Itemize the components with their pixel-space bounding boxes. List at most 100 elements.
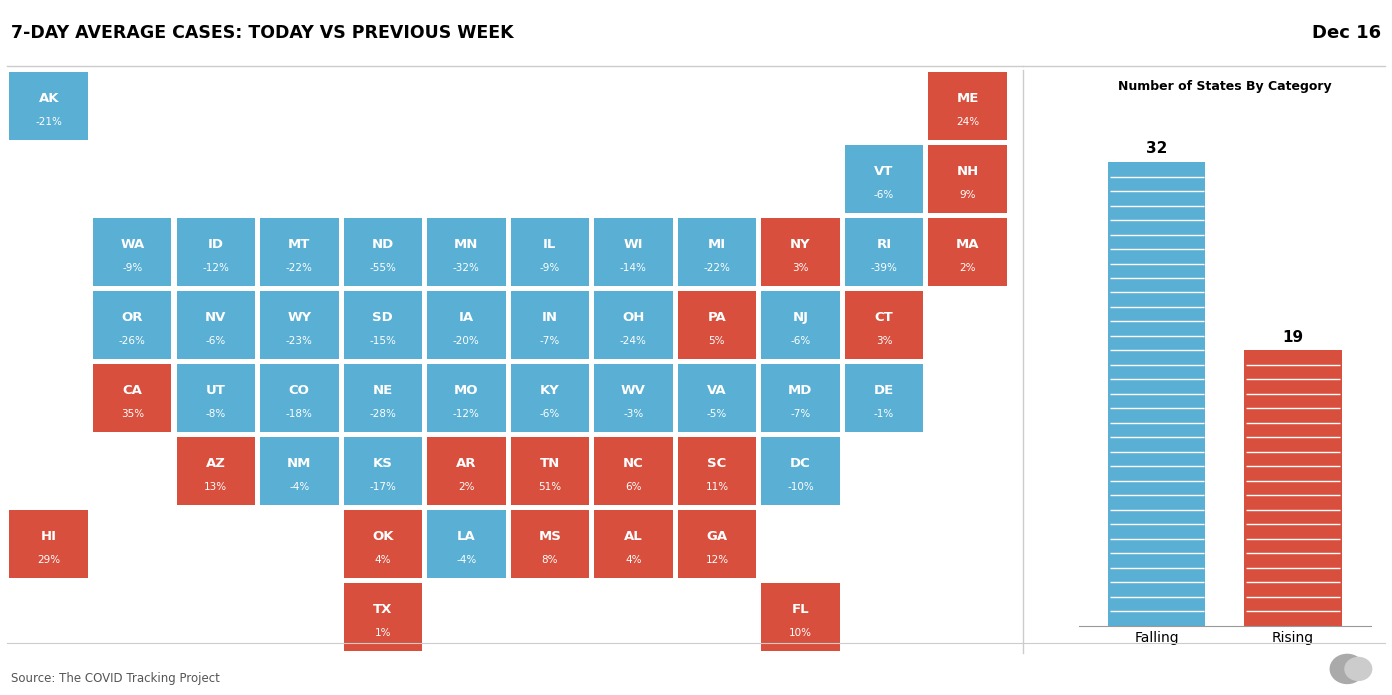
Text: -5%: -5%	[707, 409, 727, 419]
Text: 29%: 29%	[38, 555, 60, 565]
Text: MI: MI	[707, 238, 727, 251]
Text: MT: MT	[288, 238, 310, 251]
FancyBboxPatch shape	[177, 218, 255, 286]
Text: OR: OR	[121, 311, 143, 324]
FancyBboxPatch shape	[845, 291, 923, 359]
FancyBboxPatch shape	[928, 145, 1006, 213]
FancyBboxPatch shape	[344, 436, 422, 505]
Text: LA: LA	[457, 530, 476, 543]
FancyBboxPatch shape	[594, 509, 672, 578]
FancyBboxPatch shape	[344, 363, 422, 432]
Text: -15%: -15%	[369, 336, 397, 346]
FancyBboxPatch shape	[427, 509, 505, 578]
FancyBboxPatch shape	[761, 291, 839, 359]
Text: 4%: 4%	[625, 555, 642, 565]
Text: ND: ND	[372, 238, 394, 251]
Text: SC: SC	[707, 457, 727, 470]
FancyBboxPatch shape	[594, 436, 672, 505]
Text: KY: KY	[540, 384, 560, 397]
Text: -7%: -7%	[791, 409, 810, 419]
Text: -10%: -10%	[786, 482, 814, 492]
FancyBboxPatch shape	[678, 509, 756, 578]
Bar	[1244, 350, 1342, 626]
Text: -22%: -22%	[285, 263, 313, 273]
FancyBboxPatch shape	[845, 145, 923, 213]
Text: DE: DE	[874, 384, 894, 397]
Text: -6%: -6%	[540, 409, 560, 419]
Text: -9%: -9%	[540, 263, 560, 273]
Text: 4%: 4%	[374, 555, 391, 565]
FancyBboxPatch shape	[10, 72, 88, 140]
Text: WY: WY	[287, 311, 312, 324]
Title: Number of States By Category: Number of States By Category	[1118, 81, 1332, 93]
FancyBboxPatch shape	[511, 509, 589, 578]
Text: -26%: -26%	[118, 336, 146, 346]
Circle shape	[1331, 655, 1364, 683]
Text: 8%: 8%	[541, 555, 558, 565]
Text: NY: NY	[791, 238, 810, 251]
Text: 12%: 12%	[706, 555, 728, 565]
Text: -28%: -28%	[369, 409, 397, 419]
Text: NC: NC	[624, 457, 643, 470]
FancyBboxPatch shape	[260, 436, 338, 505]
Text: 7-DAY AVERAGE CASES: TODAY VS PREVIOUS WEEK: 7-DAY AVERAGE CASES: TODAY VS PREVIOUS W…	[11, 24, 514, 42]
FancyBboxPatch shape	[594, 218, 672, 286]
Text: AZ: AZ	[206, 457, 226, 470]
FancyBboxPatch shape	[928, 218, 1006, 286]
FancyBboxPatch shape	[594, 363, 672, 432]
Text: AL: AL	[624, 530, 643, 543]
Text: -8%: -8%	[206, 409, 226, 419]
FancyBboxPatch shape	[177, 436, 255, 505]
FancyBboxPatch shape	[93, 363, 171, 432]
Text: MO: MO	[454, 384, 479, 397]
FancyBboxPatch shape	[511, 291, 589, 359]
Text: NJ: NJ	[792, 311, 809, 324]
Text: 11%: 11%	[706, 482, 728, 492]
Text: -6%: -6%	[791, 336, 810, 346]
Text: 3%: 3%	[876, 336, 892, 346]
FancyBboxPatch shape	[761, 363, 839, 432]
Text: RI: RI	[877, 238, 891, 251]
FancyBboxPatch shape	[177, 291, 255, 359]
Text: WA: WA	[120, 238, 145, 251]
Text: 2%: 2%	[458, 482, 475, 492]
FancyBboxPatch shape	[427, 363, 505, 432]
Text: PA: PA	[707, 311, 727, 324]
Text: MD: MD	[788, 384, 813, 397]
Text: UT: UT	[206, 384, 226, 397]
Text: IA: IA	[459, 311, 473, 324]
FancyBboxPatch shape	[511, 436, 589, 505]
FancyBboxPatch shape	[93, 218, 171, 286]
Text: 9%: 9%	[959, 190, 976, 200]
Text: CO: CO	[290, 384, 309, 397]
Text: -18%: -18%	[285, 409, 313, 419]
Text: -17%: -17%	[369, 482, 397, 492]
FancyBboxPatch shape	[427, 291, 505, 359]
Text: VA: VA	[707, 384, 727, 397]
FancyBboxPatch shape	[678, 218, 756, 286]
FancyBboxPatch shape	[678, 363, 756, 432]
FancyBboxPatch shape	[761, 582, 839, 651]
Text: -22%: -22%	[703, 263, 731, 273]
Text: CA: CA	[122, 384, 142, 397]
Text: 13%: 13%	[205, 482, 227, 492]
Text: -6%: -6%	[874, 190, 894, 200]
FancyBboxPatch shape	[344, 509, 422, 578]
Text: -23%: -23%	[285, 336, 313, 346]
FancyBboxPatch shape	[427, 436, 505, 505]
FancyBboxPatch shape	[260, 218, 338, 286]
FancyBboxPatch shape	[678, 436, 756, 505]
Text: -24%: -24%	[619, 336, 647, 346]
Text: NM: NM	[287, 457, 312, 470]
FancyBboxPatch shape	[344, 582, 422, 651]
Text: -7%: -7%	[540, 336, 560, 346]
Text: -9%: -9%	[122, 263, 142, 273]
Text: ID: ID	[207, 238, 224, 251]
Text: Dec 16: Dec 16	[1311, 24, 1381, 42]
Text: 2%: 2%	[959, 263, 976, 273]
FancyBboxPatch shape	[761, 436, 839, 505]
Text: IN: IN	[541, 311, 558, 324]
Text: OH: OH	[622, 311, 644, 324]
Text: MN: MN	[454, 238, 479, 251]
Text: GA: GA	[706, 530, 728, 543]
